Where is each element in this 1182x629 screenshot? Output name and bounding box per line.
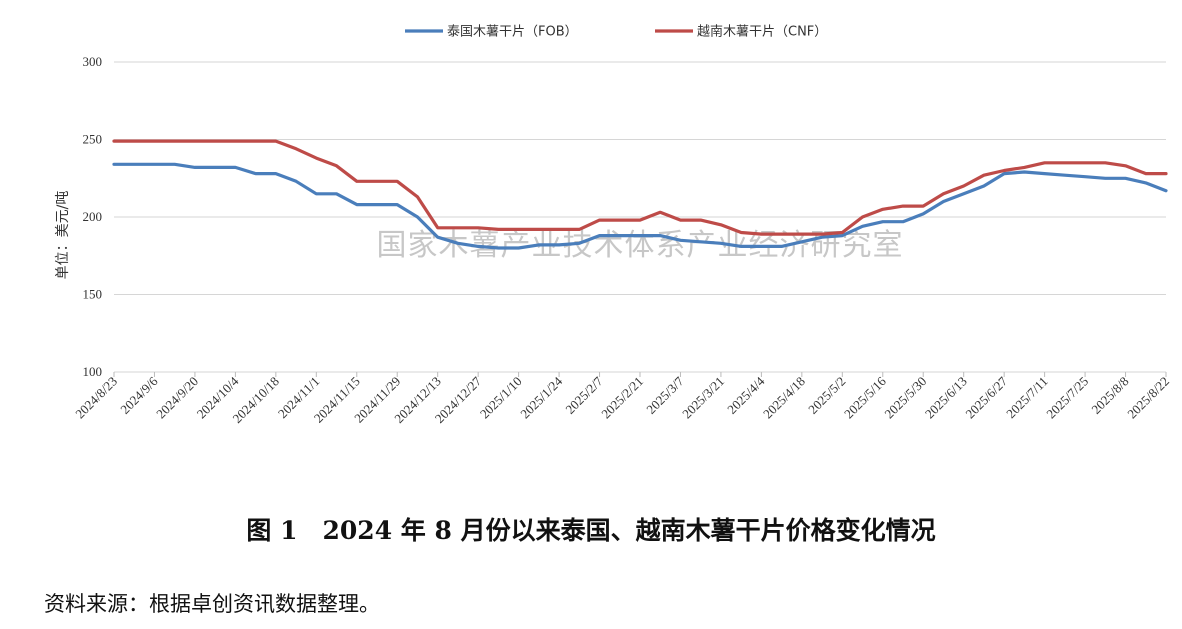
legend-label-1: 泰国木薯干片（FOB） xyxy=(447,25,578,40)
figure-caption: 图 1 2024 年 8 月份以来泰国、越南木薯干片价格变化情况 xyxy=(246,516,936,545)
x-tick-label: 2025/4/18 xyxy=(760,374,808,422)
x-tick-label: 2025/6/13 xyxy=(922,374,970,422)
x-tick-label: 2025/5/30 xyxy=(881,374,929,422)
x-tick-label: 2024/9/20 xyxy=(153,374,201,422)
y-tick-label: 100 xyxy=(83,364,103,379)
x-tick-label: 2024/8/23 xyxy=(72,374,120,422)
x-tick-label: 2025/2/21 xyxy=(598,374,646,422)
legend-label-2: 越南木薯干片（CNF） xyxy=(697,24,827,40)
x-tick-label: 2025/8/22 xyxy=(1124,374,1172,422)
x-tick-label: 2025/7/25 xyxy=(1043,374,1091,422)
series-line-1 xyxy=(112,162,1168,250)
series-lines xyxy=(112,139,1168,250)
x-tick-label: 2025/6/27 xyxy=(962,373,1010,421)
y-tick-label: 150 xyxy=(83,287,103,302)
source-note: 资料来源：根据卓创资讯数据整理。 xyxy=(44,592,380,616)
x-tick-label: 2025/7/11 xyxy=(1003,374,1051,422)
y-axis-label: 单位：美元/吨 xyxy=(55,191,71,280)
x-tick-label: 2025/1/10 xyxy=(477,374,525,422)
gridlines xyxy=(114,61,1166,373)
x-tick-label: 2025/1/24 xyxy=(517,373,565,421)
x-tick-label: 2025/5/16 xyxy=(841,373,889,421)
x-tick-label: 2025/3/21 xyxy=(679,374,727,422)
legend: 泰国木薯干片（FOB） 越南木薯干片（CNF） xyxy=(405,24,827,40)
line-chart: 100 150 200 250 300 2024/8/232024/9/62024/9/… xyxy=(55,24,1172,427)
y-axis-ticks: 100 150 200 250 300 xyxy=(83,54,103,379)
x-axis-ticks: 2024/8/232024/9/62024/9/202024/10/42024/… xyxy=(72,372,1172,426)
series-line-2 xyxy=(112,139,1168,236)
y-tick-label: 250 xyxy=(83,132,103,147)
y-tick-label: 300 xyxy=(83,54,103,69)
y-tick-label: 200 xyxy=(83,209,103,224)
